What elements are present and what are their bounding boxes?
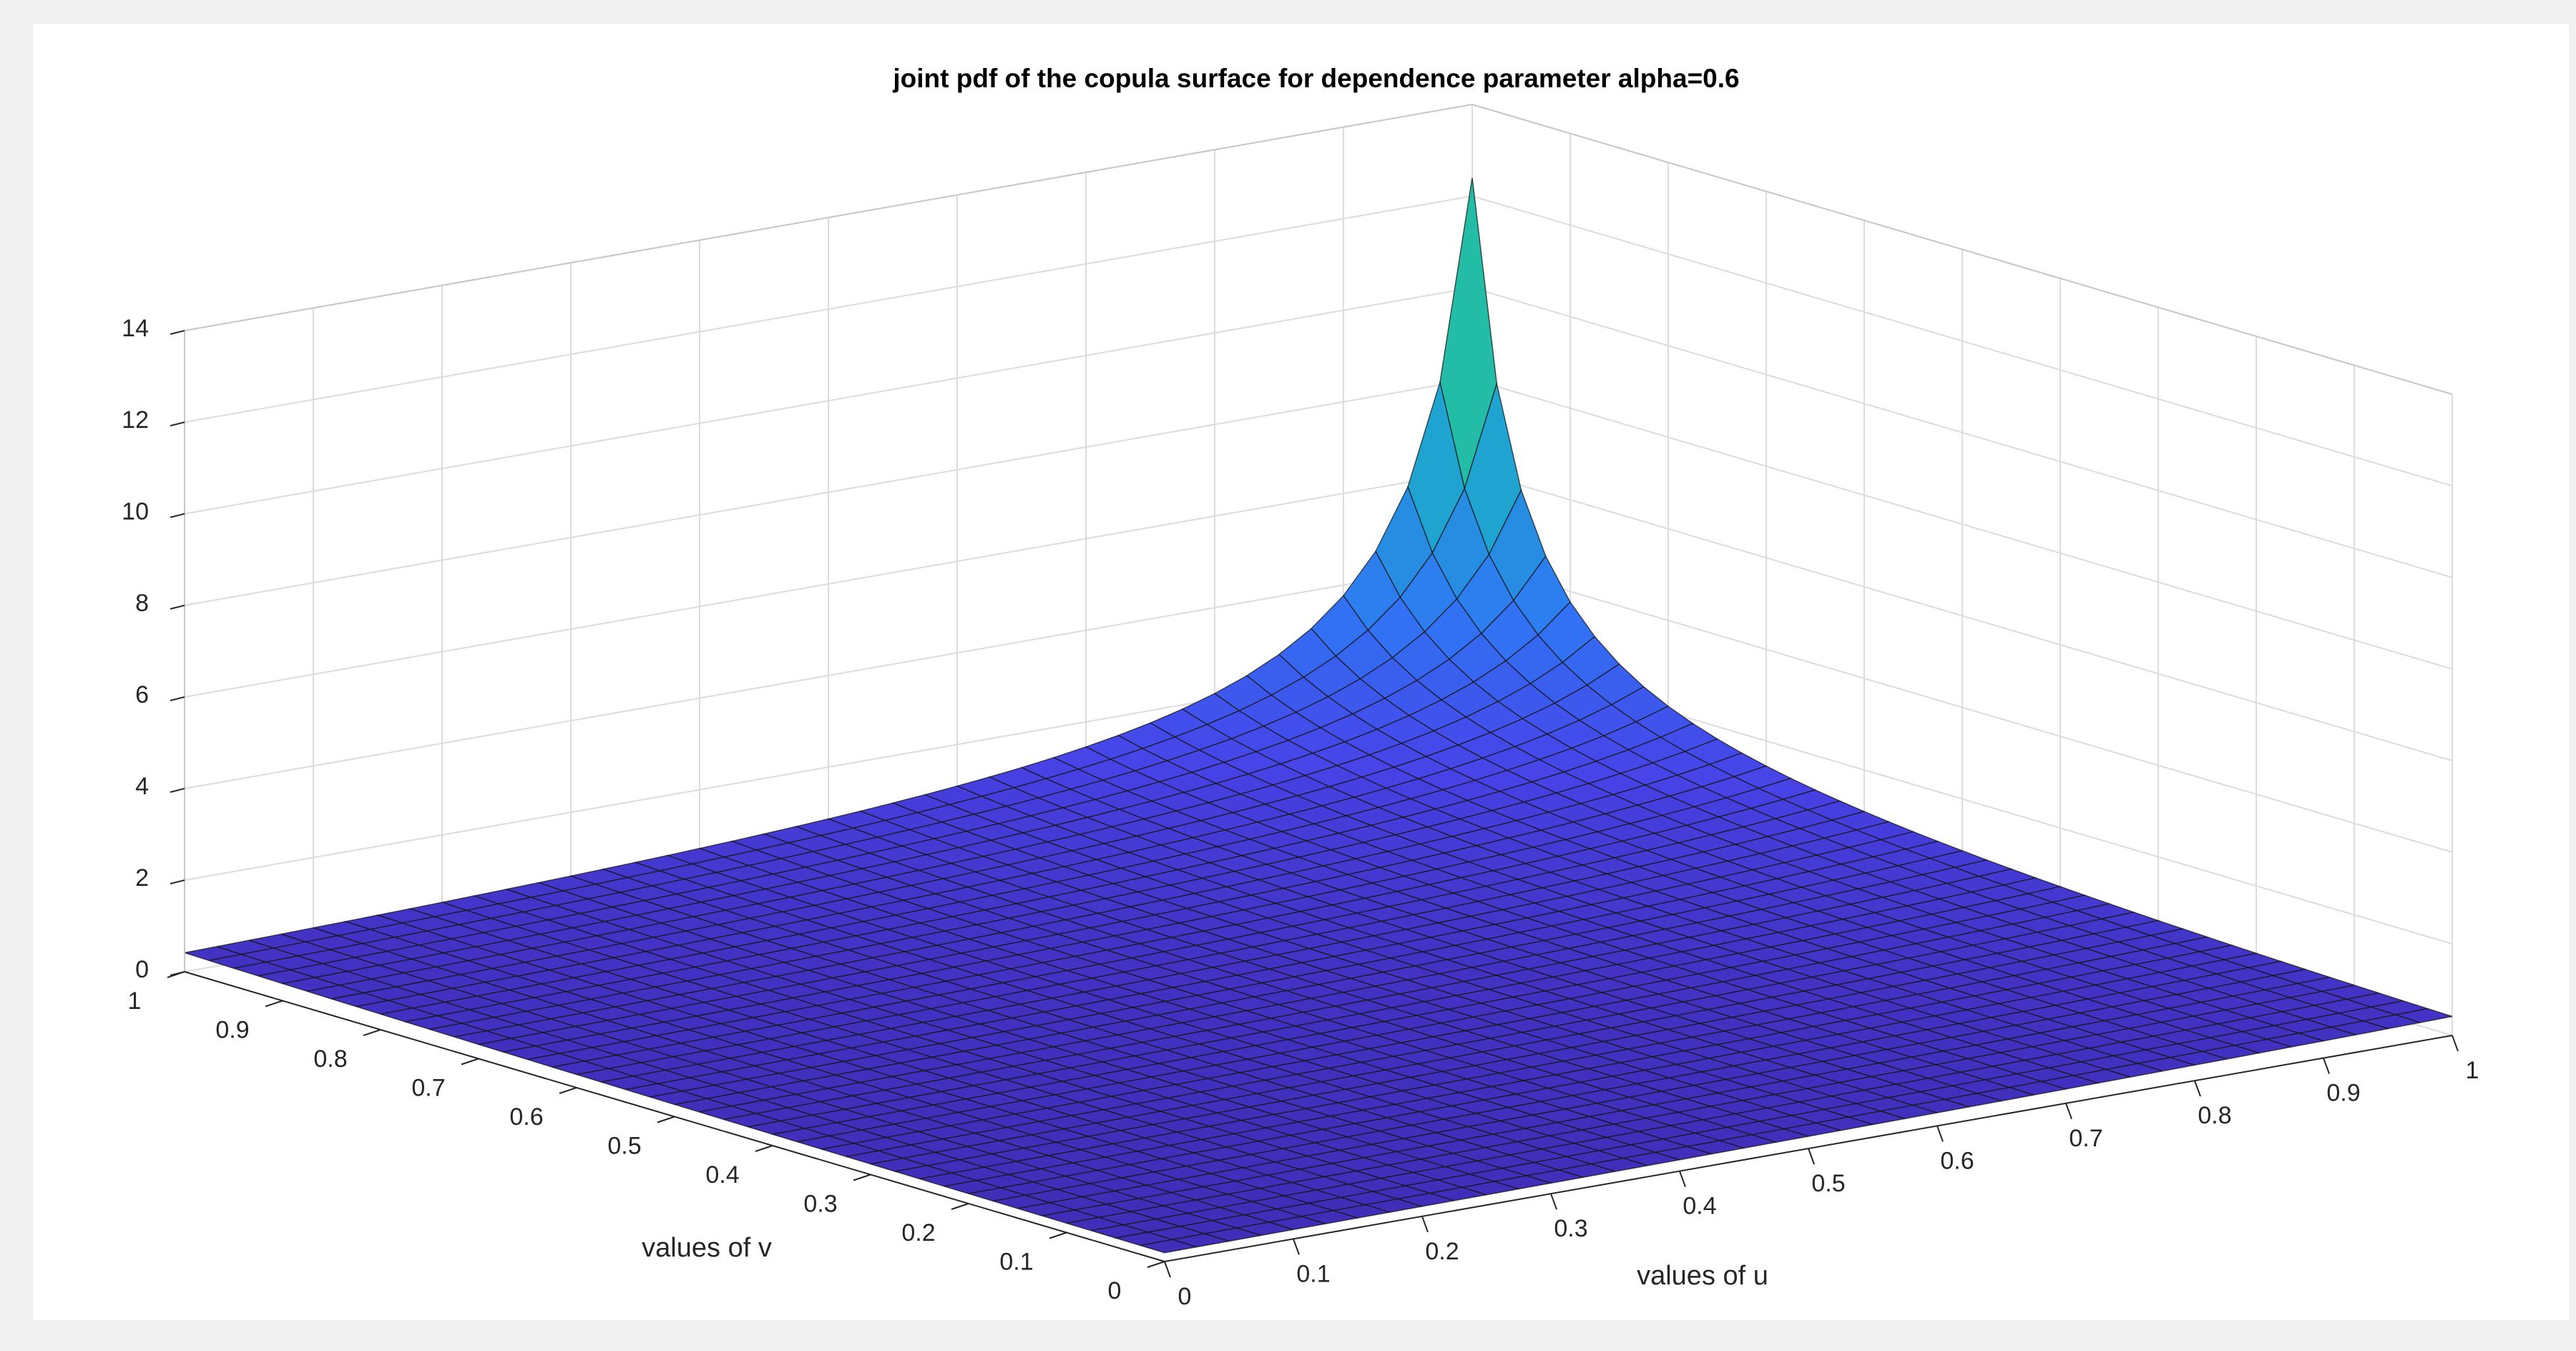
x-tick-label: 0.8: [2198, 1102, 2231, 1129]
y-tick-label: 1: [128, 987, 142, 1015]
z-tick: [170, 513, 185, 518]
x-tick-label: 0.6: [1940, 1147, 1974, 1174]
grid-line: [1471, 287, 2453, 578]
y-tick: [755, 1145, 773, 1152]
grid-line: [184, 287, 1473, 514]
grid-line: [184, 195, 1473, 423]
z-tick-label: 14: [122, 315, 149, 342]
x-tick-label: 0.5: [1811, 1170, 1845, 1197]
y-tick-label: 0.9: [215, 1017, 249, 1044]
x-tick-label: 0.3: [1554, 1215, 1587, 1242]
z-tick-label: 6: [135, 681, 149, 708]
y-tick-label: 0.1: [999, 1249, 1033, 1276]
y-tick-label: 0.7: [411, 1075, 445, 1102]
y-tick-label: 0.2: [901, 1219, 935, 1247]
box-edge: [184, 104, 1473, 331]
x-tick-label: 0.4: [1683, 1193, 1716, 1220]
y-tick-label: 0.3: [803, 1191, 837, 1218]
y-tick: [559, 1087, 577, 1094]
z-tick-label: 4: [135, 773, 149, 800]
y-axis-label: values of v: [642, 1233, 772, 1263]
x-tick-label: 0.7: [2069, 1125, 2102, 1152]
grid-line: [184, 470, 1473, 698]
box-edge: [1471, 104, 2453, 395]
y-tick: [265, 1000, 283, 1008]
z-tick: [170, 421, 185, 426]
y-tick-label: 0.6: [509, 1103, 543, 1131]
z-tick-label: 10: [122, 498, 149, 525]
z-tick: [170, 330, 185, 335]
z-tick-label: 8: [135, 590, 149, 617]
grid-line: [1471, 470, 2453, 761]
y-tick-label: 0.5: [607, 1133, 641, 1160]
y-tick: [461, 1058, 479, 1065]
surface-patch: [1140, 1239, 1198, 1254]
y-tick: [1049, 1231, 1067, 1239]
x-tick: [1421, 1216, 1429, 1233]
x-tick-label: 1: [2466, 1057, 2479, 1084]
x-tick: [1164, 1261, 1171, 1278]
x-tick: [1293, 1239, 1300, 1255]
x-tick: [1679, 1171, 1686, 1187]
y-tick: [1147, 1261, 1165, 1268]
y-tick: [657, 1116, 675, 1123]
z-tick: [170, 788, 185, 793]
y-tick-label: 0.4: [705, 1161, 739, 1189]
x-tick: [1550, 1193, 1557, 1210]
x-tick-label: 0.1: [1296, 1260, 1330, 1287]
y-tick: [951, 1203, 969, 1210]
axes-ticks: 0246810121400.10.20.30.40.50.60.70.80.91…: [122, 315, 2479, 1310]
x-tick: [1936, 1126, 1944, 1142]
x-tick: [1808, 1148, 1815, 1165]
z-tick-label: 12: [122, 406, 149, 434]
y-tick-label: 0.8: [313, 1045, 347, 1073]
y-tick-label: 0: [1108, 1277, 1122, 1304]
z-tick-label: 2: [135, 864, 149, 892]
grid-line: [1471, 195, 2453, 487]
surface-mesh: [184, 177, 2453, 1254]
z-tick-label: 0: [135, 956, 149, 983]
y-tick: [853, 1174, 871, 1181]
grid-line: [1471, 562, 2453, 853]
grid-line: [184, 562, 1473, 789]
y-tick: [167, 971, 185, 978]
x-tick: [2323, 1058, 2330, 1074]
z-tick: [170, 696, 185, 701]
z-tick: [170, 879, 185, 884]
grid-line: [1471, 379, 2453, 670]
z-tick: [170, 605, 185, 610]
x-tick-label: 0.2: [1425, 1238, 1459, 1265]
x-tick: [2452, 1035, 2459, 1052]
x-axis-label: values of u: [1637, 1261, 1768, 1291]
x-tick-label: 0: [1178, 1283, 1192, 1310]
y-tick: [363, 1029, 381, 1036]
chart-title: joint pdf of the copula surface for depe…: [892, 64, 1739, 93]
x-tick: [2065, 1103, 2072, 1120]
x-tick: [2194, 1080, 2201, 1097]
x-tick-label: 0.9: [2326, 1080, 2360, 1107]
grid-line: [184, 379, 1473, 606]
